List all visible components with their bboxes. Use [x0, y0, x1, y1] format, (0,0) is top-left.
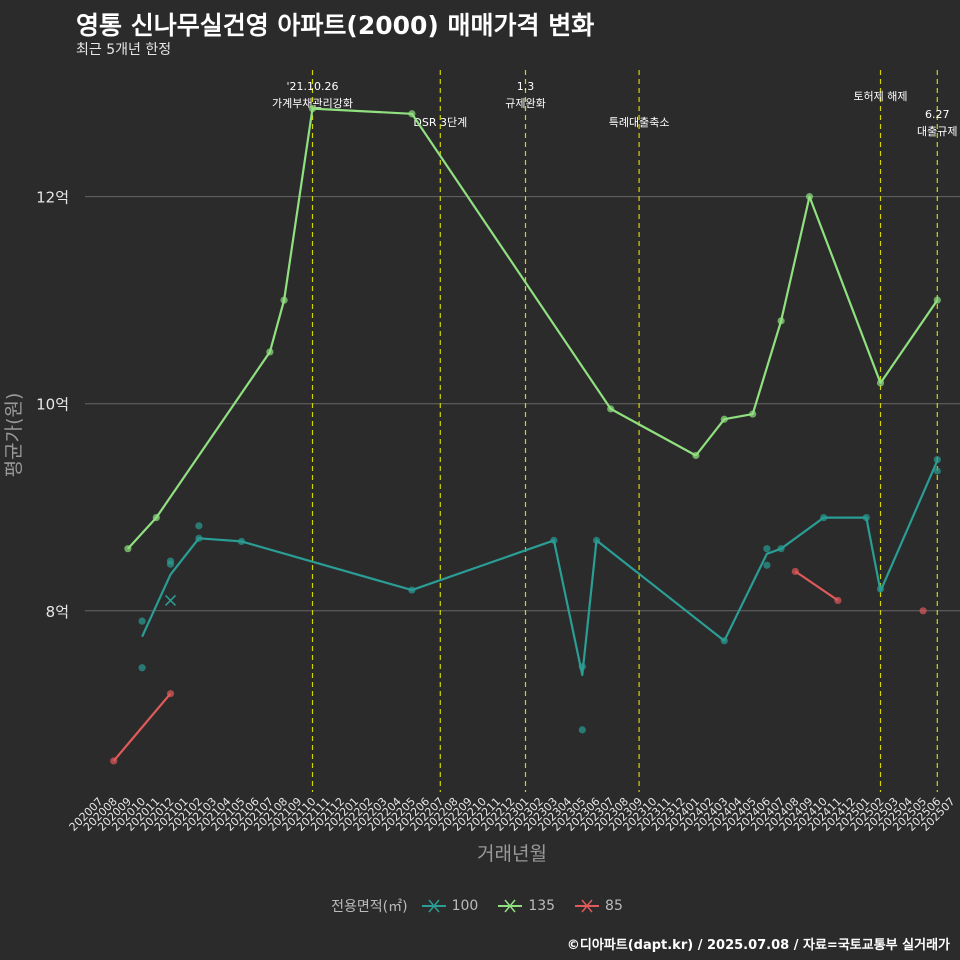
series-100-point	[578, 663, 586, 671]
series-85-segment	[794, 570, 839, 602]
series-100-point	[820, 514, 828, 522]
series-100-point	[138, 664, 146, 672]
series-100-point	[876, 585, 885, 593]
chart-subtitle: 최근 5개년 한정	[76, 42, 172, 58]
x-axis-label: 거래년월	[477, 843, 547, 865]
legend-key-85	[575, 899, 600, 913]
series-100-cross-marker	[164, 594, 177, 606]
series-135-point	[876, 379, 885, 387]
series-100-line	[141, 460, 939, 677]
event-annotation: 규제완화	[505, 97, 545, 110]
series-135-point	[280, 296, 288, 304]
series-85-segment	[112, 692, 172, 762]
y-axis: 8억 10억 12억	[36, 189, 69, 621]
series-85-point	[919, 607, 927, 615]
legend-label-135: 135	[528, 898, 556, 914]
series-100-point	[408, 586, 416, 594]
legend-key-135	[498, 899, 523, 913]
legend-label-100: 100	[451, 898, 479, 914]
series-100-point	[138, 617, 146, 625]
series-135-point	[749, 410, 757, 418]
event-annotation: DSR 3단계	[413, 116, 467, 129]
y-tick-label: 12억	[36, 189, 69, 207]
series-135-point	[152, 514, 160, 522]
y-tick-label: 8억	[46, 603, 69, 621]
series-135-point	[124, 545, 132, 553]
legend-title: 전용면적(㎡)	[331, 899, 408, 915]
legend-label-85: 85	[605, 898, 623, 914]
series-135-point	[266, 348, 274, 356]
series-100-point	[720, 637, 728, 645]
event-annotation: 토허제 해제	[853, 89, 907, 103]
series-100-point	[166, 557, 175, 565]
grid-lines	[85, 196, 960, 612]
event-annotation: 대출규제	[917, 125, 957, 138]
series-100-point	[862, 514, 870, 522]
series-135-point	[408, 110, 416, 118]
series-100-point	[763, 545, 771, 553]
series-135-point	[805, 193, 814, 201]
event-annotation: 가계부채관리강화	[272, 97, 353, 110]
series-85-point	[791, 567, 799, 576]
series-85-point	[110, 757, 118, 765]
series-100-point	[777, 545, 785, 553]
series-100-point	[578, 726, 586, 734]
series-135-point	[692, 451, 700, 460]
series-135-line	[127, 107, 939, 550]
x-axis: 2020072020082020092020102020112020122021…	[67, 795, 958, 834]
legend-item-135: 135	[496, 898, 561, 914]
legend-item-100: 100	[420, 898, 485, 914]
event-annotation: 6.27	[925, 108, 950, 121]
legend-key-100	[421, 899, 446, 913]
series-100-point	[933, 456, 941, 464]
chart-title: 영통 신나무실건영 아파트(2000) 매매가격 변화	[76, 11, 595, 40]
event-annotation: '21.10.26	[286, 80, 338, 93]
event-annotation: 1.3	[517, 80, 535, 93]
series-100-point	[933, 467, 941, 475]
series-100-point	[550, 536, 558, 544]
source-caption: ©디아파트(dapt.kr) / 2025.07.08 / 자료=국토교통부 실…	[566, 938, 950, 953]
series-85-point	[834, 596, 842, 605]
series-100-point	[195, 522, 203, 530]
event-annotation: 특례대출축소	[609, 116, 670, 129]
series-100-point	[195, 534, 203, 542]
legend: 전용면적(㎡) 100 135 85	[0, 896, 960, 916]
series-100-point	[237, 537, 246, 546]
series-135-point	[933, 296, 941, 304]
series-135-point	[308, 104, 317, 113]
series-135-point	[777, 317, 785, 325]
series-135-point	[607, 405, 615, 413]
y-axis-label: 평균가(원)	[3, 393, 25, 478]
series-100-point	[592, 536, 601, 544]
series-layer	[110, 104, 941, 765]
series-100-point	[763, 561, 771, 569]
legend-item-85: 85	[573, 898, 629, 914]
series-85-point	[166, 690, 175, 698]
series-135-point	[720, 415, 728, 423]
y-tick-label: 10억	[36, 396, 69, 414]
